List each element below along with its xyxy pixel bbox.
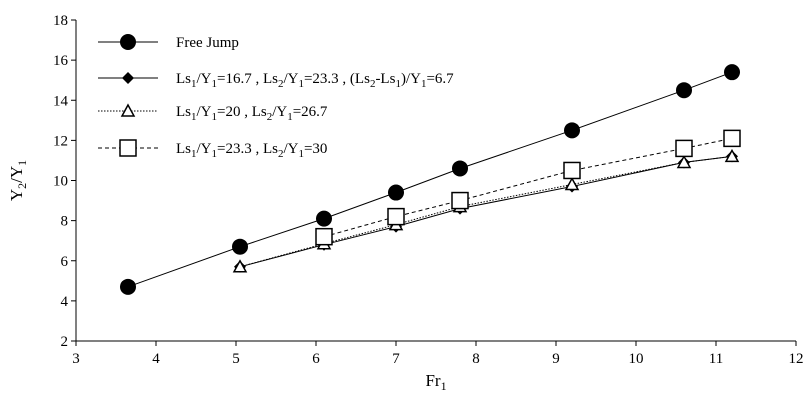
y-tick-label: 16: [53, 53, 69, 69]
x-tick-label: 5: [232, 351, 240, 367]
legend: Free Jump Ls1/Y1=16.7 , Ls2/Y1=23.3 , (Ls…: [98, 34, 454, 160]
x-tick-label: 10: [629, 351, 644, 367]
data-point: [316, 210, 332, 227]
data-point: [723, 129, 741, 148]
legend-item: Ls1/Y1=20 , Ls2/Y1=26.7: [98, 103, 328, 123]
data-point: [676, 154, 692, 169]
series-1: [120, 64, 740, 295]
data-point: [675, 139, 693, 158]
data-point: [451, 191, 469, 210]
x-tick-label: 6: [312, 351, 320, 367]
legend-item: Ls1/Y1=16.7 , Ls2/Y1=23.3 , (Ls2-Ls1)/Y1…: [98, 71, 454, 90]
series-line: [127, 71, 733, 288]
y-tick-label: 12: [53, 133, 68, 149]
legend-label: Free Jump: [176, 35, 239, 51]
data-point: [232, 259, 248, 273]
data-point: [315, 227, 333, 246]
series-line: [323, 137, 733, 238]
data-point: [676, 82, 692, 99]
x-tick-label: 12: [789, 351, 804, 367]
data-point: [120, 278, 136, 295]
y-axis-title: Y2/Y1: [7, 160, 29, 201]
legend-marker: [120, 103, 136, 117]
x-tick-label: 7: [392, 351, 400, 367]
y-tick-label: 6: [61, 254, 69, 270]
legend-marker: [120, 34, 136, 50]
series-layer: [120, 64, 741, 295]
data-point: [564, 176, 580, 191]
legend-item: Free Jump: [98, 34, 239, 51]
legend-item: Ls1/Y1=23.3 , Ls2/Y1=30: [98, 139, 327, 160]
legend-label: Ls1/Y1=16.7 , Ls2/Y1=23.3 , (Ls2-Ls1)/Y1…: [176, 71, 454, 90]
y-tick-label: 8: [61, 214, 69, 230]
x-tick-label: 4: [152, 351, 160, 367]
data-point: [232, 238, 248, 255]
series-3: [232, 148, 740, 273]
data-point: [724, 148, 740, 163]
legend-marker: [122, 72, 134, 84]
x-tick-label: 9: [552, 351, 560, 367]
y-tick-label: 18: [53, 13, 68, 29]
data-point: [563, 161, 581, 180]
data-point: [388, 184, 404, 201]
data-point: [564, 122, 580, 139]
legend-label: Ls1/Y1=20 , Ls2/Y1=26.7: [176, 104, 328, 123]
data-point: [387, 207, 405, 226]
axes: 3 4 5 6 7 8 9 10 11 12 2 4 6 8 10 12 14 16 18: [53, 13, 804, 367]
series-2: [234, 150, 738, 273]
y-tick-label: 2: [61, 334, 69, 350]
legend-label: Ls1/Y1=23.3 , Ls2/Y1=30: [176, 141, 327, 160]
x-tick-label: 8: [472, 351, 480, 367]
y-tick-label: 10: [53, 174, 68, 190]
data-point: [452, 160, 468, 177]
x-axis-title: Fr1: [425, 371, 446, 393]
x-tick-label: 3: [72, 351, 80, 367]
series-4: [315, 129, 741, 246]
series-line: [239, 155, 733, 268]
data-point: [724, 64, 740, 81]
legend-marker: [119, 139, 137, 157]
y-tick-label: 14: [53, 93, 69, 109]
x-tick-label: 11: [709, 351, 723, 367]
y-tick-label: 4: [61, 294, 69, 310]
series-line: [239, 155, 733, 268]
